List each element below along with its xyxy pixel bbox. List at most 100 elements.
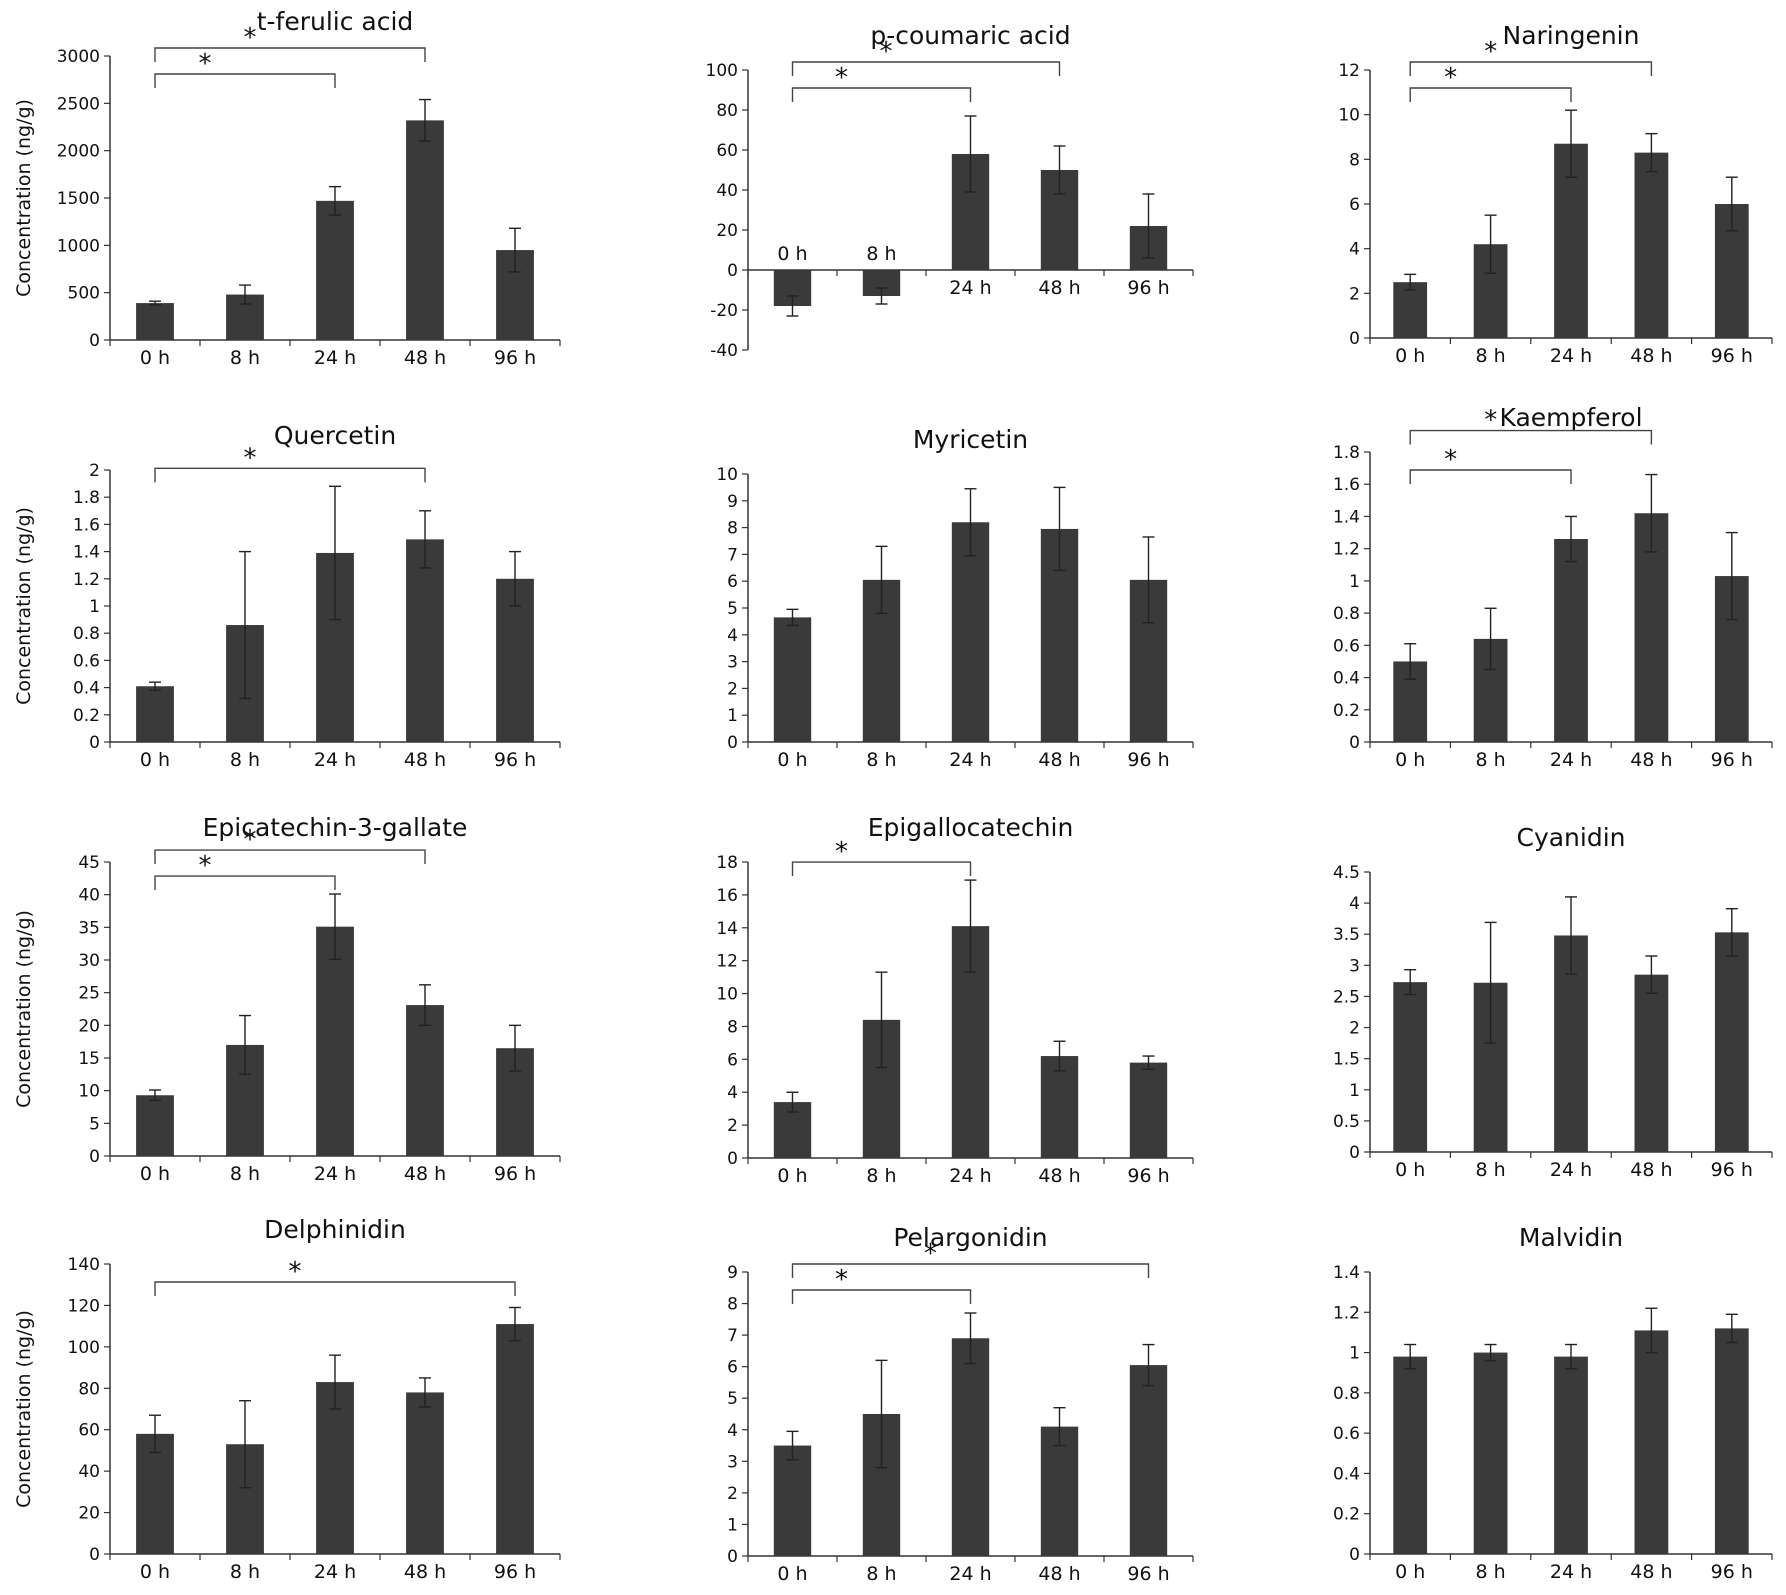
error-bar	[329, 185, 341, 216]
significance-bracket: *	[154, 23, 426, 62]
bar-24-h	[1554, 1356, 1588, 1554]
y-tick-label: 8	[727, 519, 738, 539]
error-bar	[1565, 1343, 1577, 1370]
y-tick-label: 1.2	[73, 570, 100, 590]
x-tick-label: 96 h	[1127, 1165, 1169, 1187]
y-tick-label: 80	[716, 101, 738, 121]
bar-96-h	[496, 1324, 534, 1554]
y-tick-label: 3.5	[1333, 925, 1360, 945]
chart-title: t-ferulic acid	[257, 7, 414, 36]
y-tick-label: 0	[1349, 1545, 1360, 1565]
y-tick-label: 0.6	[1333, 636, 1360, 656]
x-tick-label: 8 h	[1476, 1561, 1506, 1583]
x-tick-label: 24 h	[314, 1561, 356, 1583]
significance-star: *	[244, 23, 257, 53]
x-tick-label: 48 h	[1038, 749, 1080, 771]
y-tick-label: 100	[706, 61, 738, 81]
y-tick-label: 7	[727, 1326, 738, 1346]
error-bar	[329, 1354, 341, 1410]
chart-kaempferol: Kaempferol 0 0.2 0.4 0.6 0.8 1 1.2 1.4 1.6 1.8 0 h 8…	[1333, 403, 1773, 771]
y-tick-label: 5	[727, 1389, 738, 1409]
y-tick-label: -40	[710, 341, 738, 361]
y-tick-label: 1	[1349, 1344, 1360, 1364]
x-tick-label: 8 h	[230, 1163, 260, 1185]
bar-8-h	[1473, 1352, 1508, 1554]
y-tick-label: 9	[727, 492, 738, 512]
y-tick-label: 1.5	[1333, 1050, 1360, 1070]
y-tick-label: 16	[716, 886, 738, 906]
x-tick-label: 0 h	[1395, 749, 1425, 771]
y-tick-label: 0.8	[1333, 1384, 1360, 1404]
y-tick-label: 0.2	[73, 706, 100, 726]
bar-0-h	[1393, 282, 1428, 338]
error-bar	[964, 879, 977, 973]
error-bar	[419, 510, 431, 569]
x-tick-label: 24 h	[949, 1563, 991, 1585]
bar-48-h	[406, 1392, 444, 1554]
x-tick-label: 48 h	[1630, 345, 1672, 367]
y-tick-label: 1.4	[1333, 507, 1360, 527]
y-tick-label: 6	[727, 1358, 738, 1378]
error-bar	[149, 300, 161, 306]
x-tick-label: 8 h	[230, 749, 260, 771]
error-bar	[786, 1091, 799, 1113]
y-tick-label: 10	[716, 465, 738, 485]
x-tick-label: 8 h	[1476, 749, 1506, 771]
error-bar	[875, 287, 888, 305]
error-bar	[964, 115, 977, 193]
error-bar	[1725, 531, 1738, 621]
bar-24-h	[1554, 539, 1588, 742]
error-bar	[1484, 1343, 1497, 1362]
x-tick-label: 96 h	[1127, 749, 1169, 771]
error-bar	[149, 1089, 161, 1102]
y-tick-label: 20	[78, 1504, 100, 1524]
bar-48-h	[406, 539, 444, 742]
bar-48-h	[1040, 1426, 1079, 1556]
y-tick-label: 1.2	[1333, 1303, 1360, 1323]
y-tick-label: 12	[1338, 61, 1360, 81]
y-tick-label: 60	[78, 1421, 100, 1441]
significance-star: *	[199, 49, 212, 79]
bar-0-h	[773, 1445, 812, 1556]
y-tick-label: 80	[78, 1379, 100, 1399]
bar-48-h	[1634, 152, 1669, 338]
x-tick-label: 48 h	[1630, 749, 1672, 771]
significance-bracket: *	[154, 851, 336, 891]
y-tick-label: 1	[727, 706, 738, 726]
significance-star: *	[199, 851, 212, 881]
y-tick-label: 4	[727, 1421, 738, 1441]
significance-star: *	[835, 1265, 848, 1295]
y-tick-label: 120	[68, 1296, 100, 1316]
y-tick-label: 4	[1349, 894, 1360, 914]
x-tick-label: 96 h	[1127, 277, 1169, 299]
significance-bracket: *	[791, 63, 972, 102]
error-bar	[509, 1024, 521, 1072]
chart-malvidin: Malvidin 0 0.2 0.4 0.6 0.8 1 1.2 1.4 0 h 8 h 24 h 48…	[1333, 1223, 1773, 1583]
y-tick-label: 14	[716, 919, 738, 939]
bar-24-h	[316, 926, 354, 1156]
y-tick-label: 3	[1349, 956, 1360, 976]
y-tick-label: 15	[78, 1049, 100, 1069]
y-tick-label: 0	[89, 331, 100, 351]
x-tick-label: 24 h	[949, 277, 991, 299]
x-tick-label: 48 h	[1038, 1563, 1080, 1585]
y-tick-label: 0.4	[1333, 1464, 1360, 1484]
y-tick-label: 10	[716, 985, 738, 1005]
error-bar	[786, 295, 799, 317]
y-tick-label: 5	[89, 1114, 100, 1134]
x-tick-label: 96 h	[494, 1561, 536, 1583]
chart-cyanidin: Cyanidin 0 0.5 1 1.5 2 2.5 3 3.5 4 4.5 0 h 8 h 24 h 48…	[1333, 823, 1773, 1181]
bar-48-h	[406, 1005, 444, 1156]
x-tick-label: 48 h	[404, 1561, 446, 1583]
error-bar	[419, 1377, 431, 1408]
error-bar	[509, 227, 521, 273]
bar-24-h	[316, 200, 354, 340]
y-tick-label: 10	[78, 1082, 100, 1102]
y-tick-label: 0.6	[1333, 1424, 1360, 1444]
chart-title: Epicatechin-3-gallate	[203, 813, 468, 842]
y-tick-label: 3000	[57, 47, 100, 67]
significance-bracket: *	[154, 49, 336, 88]
y-tick-label: 1.6	[1333, 475, 1360, 495]
y-tick-label: 4	[727, 626, 738, 646]
y-tick-label: 1.8	[1333, 443, 1360, 463]
